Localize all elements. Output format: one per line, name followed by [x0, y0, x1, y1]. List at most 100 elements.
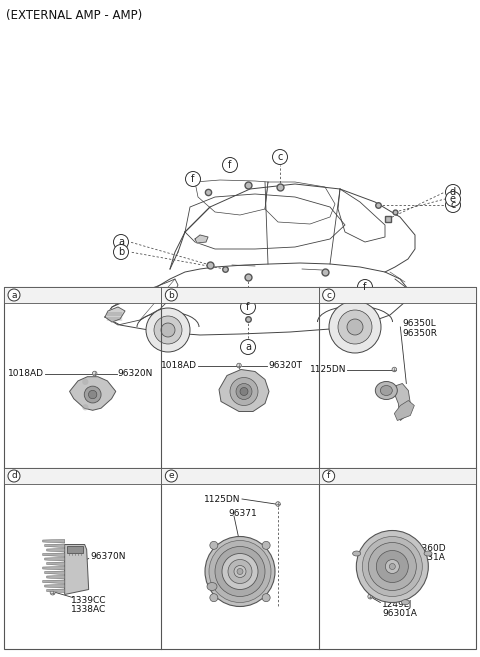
Text: f: f: [327, 472, 330, 480]
Text: f: f: [192, 174, 195, 184]
Polygon shape: [43, 539, 65, 543]
Circle shape: [323, 470, 335, 482]
Circle shape: [210, 541, 218, 549]
Polygon shape: [65, 545, 89, 595]
Bar: [161, 287, 319, 303]
Circle shape: [356, 530, 428, 602]
Circle shape: [237, 568, 243, 574]
Text: f: f: [228, 160, 232, 170]
Text: 96370N: 96370N: [91, 552, 126, 561]
Text: a: a: [11, 290, 17, 300]
Bar: [161, 468, 319, 484]
Circle shape: [329, 301, 381, 353]
Circle shape: [8, 470, 20, 482]
Circle shape: [389, 564, 396, 570]
Text: 1018AD: 1018AD: [161, 361, 197, 370]
Text: b: b: [168, 290, 174, 300]
Circle shape: [165, 289, 177, 301]
Polygon shape: [43, 566, 65, 570]
Text: c: c: [326, 290, 331, 300]
Polygon shape: [395, 401, 414, 420]
Circle shape: [215, 547, 265, 597]
Circle shape: [146, 308, 190, 352]
Circle shape: [84, 386, 101, 403]
Circle shape: [347, 319, 363, 335]
Circle shape: [385, 560, 399, 574]
Polygon shape: [43, 580, 65, 583]
Circle shape: [113, 244, 129, 260]
Circle shape: [338, 310, 372, 344]
Circle shape: [8, 289, 20, 301]
Text: e: e: [450, 194, 456, 204]
Circle shape: [88, 390, 97, 399]
Text: a: a: [118, 237, 124, 247]
Circle shape: [323, 289, 335, 301]
Polygon shape: [195, 235, 208, 243]
Circle shape: [240, 300, 255, 315]
Polygon shape: [219, 369, 269, 411]
Circle shape: [262, 594, 270, 602]
Text: c: c: [450, 200, 456, 210]
Circle shape: [165, 470, 177, 482]
Text: d: d: [450, 187, 456, 197]
Circle shape: [276, 502, 280, 507]
Circle shape: [445, 191, 460, 206]
Circle shape: [368, 594, 373, 599]
Text: 1125DN: 1125DN: [310, 365, 347, 374]
Text: (EXTERNAL AMP - AMP): (EXTERNAL AMP - AMP): [6, 9, 142, 22]
Circle shape: [223, 158, 238, 173]
Polygon shape: [47, 589, 65, 593]
Circle shape: [161, 323, 175, 337]
Polygon shape: [45, 585, 65, 588]
Text: 96301A: 96301A: [383, 609, 417, 618]
Bar: [319, 468, 476, 484]
Text: 1125DN: 1125DN: [204, 495, 240, 503]
Text: 96350L: 96350L: [402, 319, 436, 327]
Circle shape: [262, 541, 270, 549]
Polygon shape: [43, 553, 65, 556]
Text: 1339CC: 1339CC: [71, 596, 106, 605]
Text: 96320N: 96320N: [118, 369, 153, 378]
Circle shape: [185, 171, 201, 187]
Ellipse shape: [353, 551, 360, 556]
Polygon shape: [70, 376, 116, 411]
Text: c: c: [277, 152, 283, 162]
Circle shape: [240, 388, 248, 396]
Bar: [319, 287, 476, 303]
Bar: [4, 287, 161, 303]
Circle shape: [82, 404, 88, 411]
Text: 96371: 96371: [228, 509, 257, 518]
Text: f: f: [246, 302, 250, 312]
Text: 96331A: 96331A: [410, 553, 445, 562]
Text: f: f: [363, 282, 367, 292]
Circle shape: [273, 150, 288, 164]
Circle shape: [236, 384, 252, 399]
Text: 96350R: 96350R: [402, 328, 437, 338]
Circle shape: [209, 541, 271, 602]
Text: e: e: [168, 472, 174, 480]
Circle shape: [240, 340, 255, 355]
Bar: [4, 468, 161, 484]
Ellipse shape: [401, 600, 409, 604]
Circle shape: [362, 537, 422, 597]
Polygon shape: [45, 571, 65, 574]
Bar: [67, 545, 83, 553]
Circle shape: [445, 185, 460, 200]
Ellipse shape: [424, 551, 432, 556]
Circle shape: [392, 367, 396, 372]
Circle shape: [154, 316, 182, 344]
Polygon shape: [395, 384, 410, 420]
Circle shape: [205, 537, 275, 606]
Text: d: d: [11, 472, 17, 480]
Circle shape: [358, 279, 372, 294]
Polygon shape: [47, 562, 65, 566]
Polygon shape: [47, 576, 65, 579]
Ellipse shape: [380, 386, 392, 396]
Text: 96320T: 96320T: [268, 361, 302, 370]
Circle shape: [230, 378, 258, 405]
Circle shape: [113, 235, 129, 250]
Polygon shape: [45, 544, 65, 547]
Ellipse shape: [207, 583, 217, 591]
Bar: [4, 287, 476, 649]
Circle shape: [376, 551, 408, 583]
